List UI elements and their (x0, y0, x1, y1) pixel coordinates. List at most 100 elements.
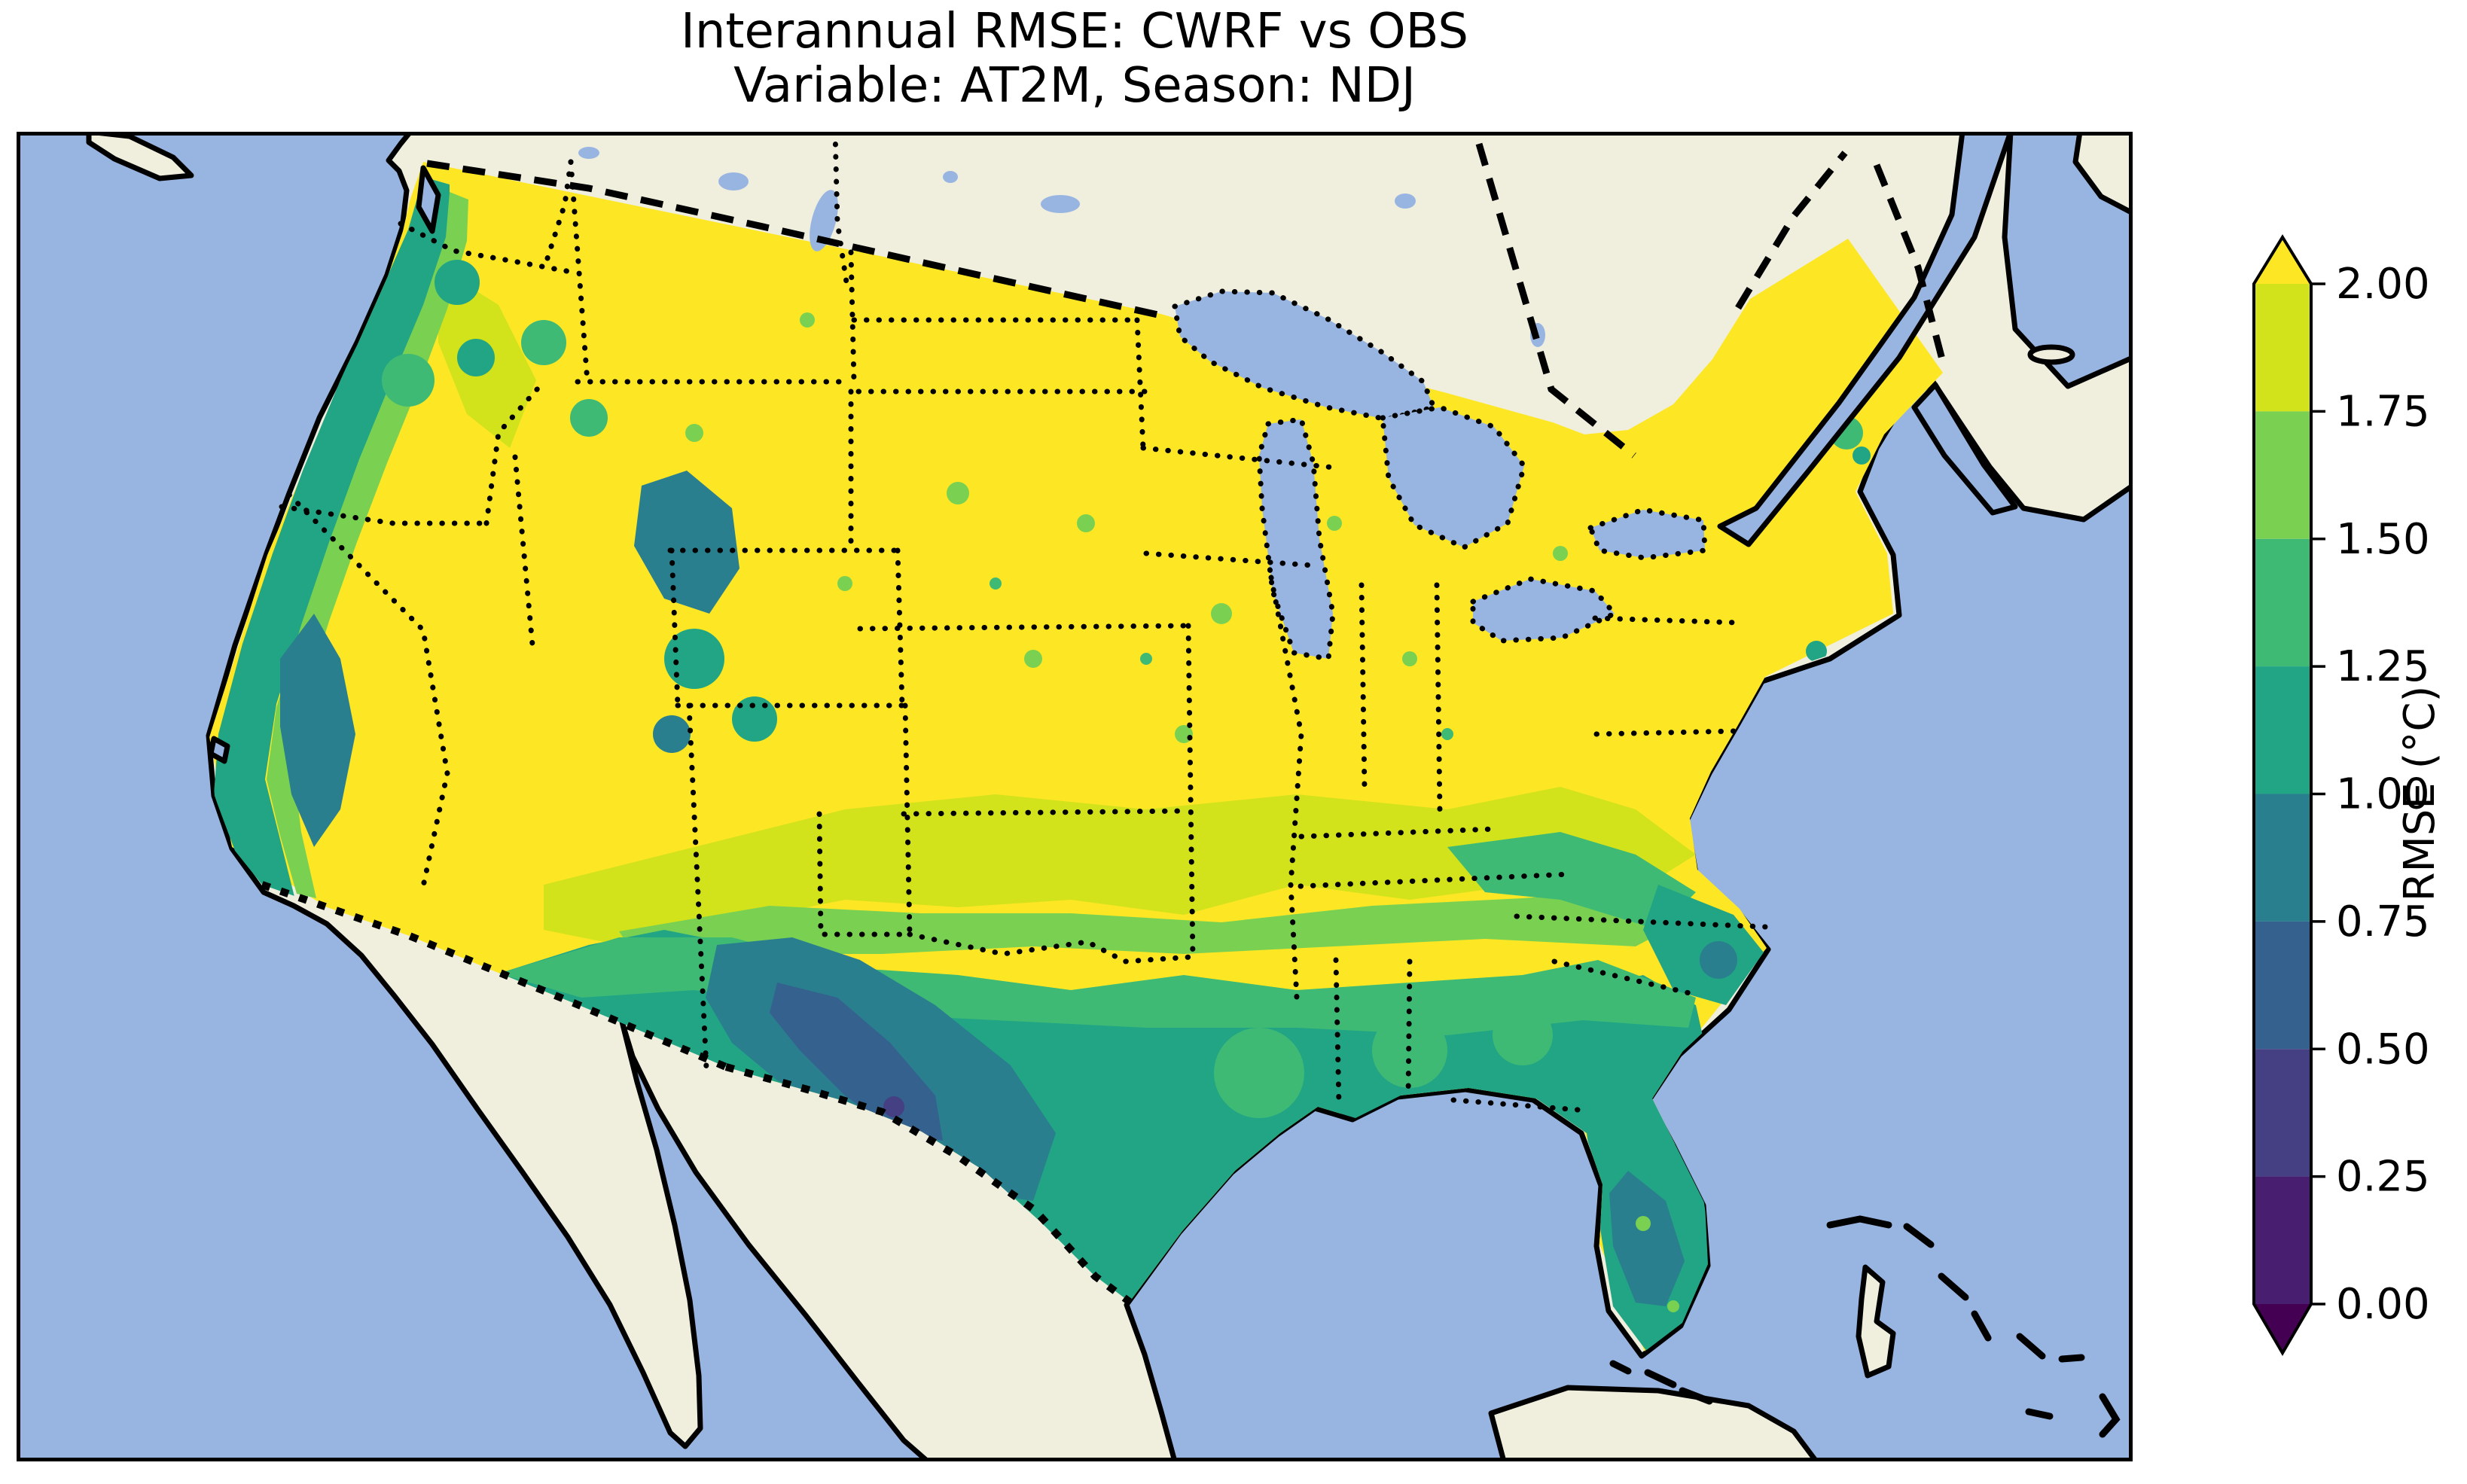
bay-of-fundy (1911, 382, 2018, 516)
small-lake (578, 147, 599, 159)
title-line-1: Interannual RMSE: CWRF vs OBS (680, 4, 1469, 59)
rio-grande-border (724, 1063, 1132, 1306)
contour-wyoming-teal (634, 471, 739, 614)
florida-green-speck (1667, 1300, 1679, 1312)
map-axes (17, 132, 2133, 1461)
state-border-line (816, 811, 913, 937)
colorbar-segment (2254, 794, 2311, 922)
contour-texas-darkest (883, 1096, 904, 1117)
state-borders (279, 132, 1768, 1114)
islet (1971, 1310, 1992, 1342)
colorbar-tick-label: 0.00 (2336, 1280, 2430, 1329)
mountain-patch (457, 339, 495, 376)
lake-huron (1380, 404, 1527, 550)
state-border-line (907, 931, 1194, 964)
speckle (1402, 651, 1417, 666)
florida-keys (1609, 1360, 1632, 1375)
lake-erie (1470, 576, 1619, 644)
colorbar-tick-label: 1.25 (2336, 642, 2430, 691)
state-border-line (901, 808, 1191, 817)
vancouver-island (86, 132, 194, 181)
st-lawrence-river (1717, 132, 2014, 547)
maine-border-east (1873, 163, 1947, 364)
state-border-line (1592, 615, 1741, 626)
state-border-line (669, 547, 681, 708)
lake-superior (1172, 288, 1438, 422)
title-line-2: Variable: AT2M, Season: NDJ (733, 58, 1416, 114)
colorbar-segment (2254, 411, 2311, 539)
speckle (1140, 653, 1152, 665)
small-lake (718, 172, 749, 190)
puget-sound (416, 165, 441, 234)
islet (1938, 1272, 1969, 1301)
small-lake (943, 171, 958, 183)
state-border-line (286, 492, 450, 889)
colorbar-tick-label: 1.50 (2336, 515, 2430, 564)
small-lake (1395, 193, 1416, 209)
speckle (947, 482, 969, 504)
state-border-line (1298, 826, 1497, 840)
contour-carolina-teal (1643, 885, 1764, 1005)
colorbar-tick-label: 0.25 (2336, 1153, 2430, 1202)
us-canada-border-east (1475, 142, 1636, 459)
canada-small-lakes (578, 147, 1545, 347)
colorbar-segment (2254, 538, 2311, 667)
speckle (1553, 546, 1568, 561)
mountain-patch (570, 399, 608, 437)
islet (2025, 1408, 2054, 1420)
state-border-line (686, 702, 709, 1071)
san-francisco-bay (208, 736, 230, 764)
colorbar-under-arrow (2254, 1304, 2311, 1353)
lake-ontario (1587, 507, 1708, 561)
islet (1903, 1223, 1935, 1248)
prince-edward-island (2027, 344, 2075, 365)
state-border-line (1434, 582, 1443, 814)
maine-coast-teal (1853, 446, 1871, 465)
north-teal-speckles (990, 577, 1453, 740)
speckle (990, 577, 1002, 590)
speckle (1327, 516, 1342, 531)
colorbar-segment (2254, 1176, 2311, 1304)
us-canada-border (426, 160, 1162, 319)
state-border-line (1134, 317, 1146, 451)
state-border-line (1298, 871, 1572, 889)
state-border-line (1551, 958, 1699, 998)
green-patch (1214, 1028, 1304, 1118)
contour-1.50-1.75 (619, 891, 1692, 954)
state-border-line (895, 547, 905, 708)
speckle (1077, 514, 1095, 532)
colorbar-segment (2254, 921, 2311, 1050)
colorbar-tick-label: 0.50 (2336, 1025, 2430, 1074)
colorbar-tick-label: 0.75 (2336, 897, 2430, 946)
state-border-line (1593, 728, 1738, 737)
mountain-patch (664, 629, 724, 689)
state-border-line (1333, 957, 1342, 1108)
state-border-line (848, 249, 857, 385)
state-border-line (1140, 445, 1337, 471)
colorbar-tick-label: 1.00 (2336, 770, 2430, 819)
state-border-line (1514, 913, 1768, 930)
contour-sierra (280, 614, 355, 847)
colorbar-ticks (2311, 282, 2325, 1306)
map-frame (17, 132, 2133, 1461)
colorbar-segment (2254, 666, 2311, 794)
state-border-line (902, 702, 913, 937)
figure-title: Interannual RMSE: CWRF vs OBS Variable: … (17, 5, 2133, 114)
state-border-line (1359, 582, 1368, 791)
state-border-line (1450, 1097, 1590, 1114)
contour-southeast-green (1447, 832, 1696, 930)
colorbar-tick-label: 1.75 (2336, 387, 2430, 436)
colorbar: 2.00 1.75 1.50 1.25 1.00 0.75 0.50 0.25 … (2252, 234, 2444, 1356)
small-lake (1041, 195, 1080, 213)
colorbar-segment (2254, 284, 2311, 412)
speckle (800, 312, 815, 328)
speckle (1024, 650, 1042, 668)
green-patch (1493, 1005, 1553, 1065)
cuba (1488, 1385, 1819, 1461)
florida-keys (1679, 1387, 1713, 1405)
state-border-line (1405, 958, 1413, 1100)
national-borders (261, 142, 1947, 1306)
speckle (837, 576, 852, 591)
mountain-patch (382, 354, 435, 407)
